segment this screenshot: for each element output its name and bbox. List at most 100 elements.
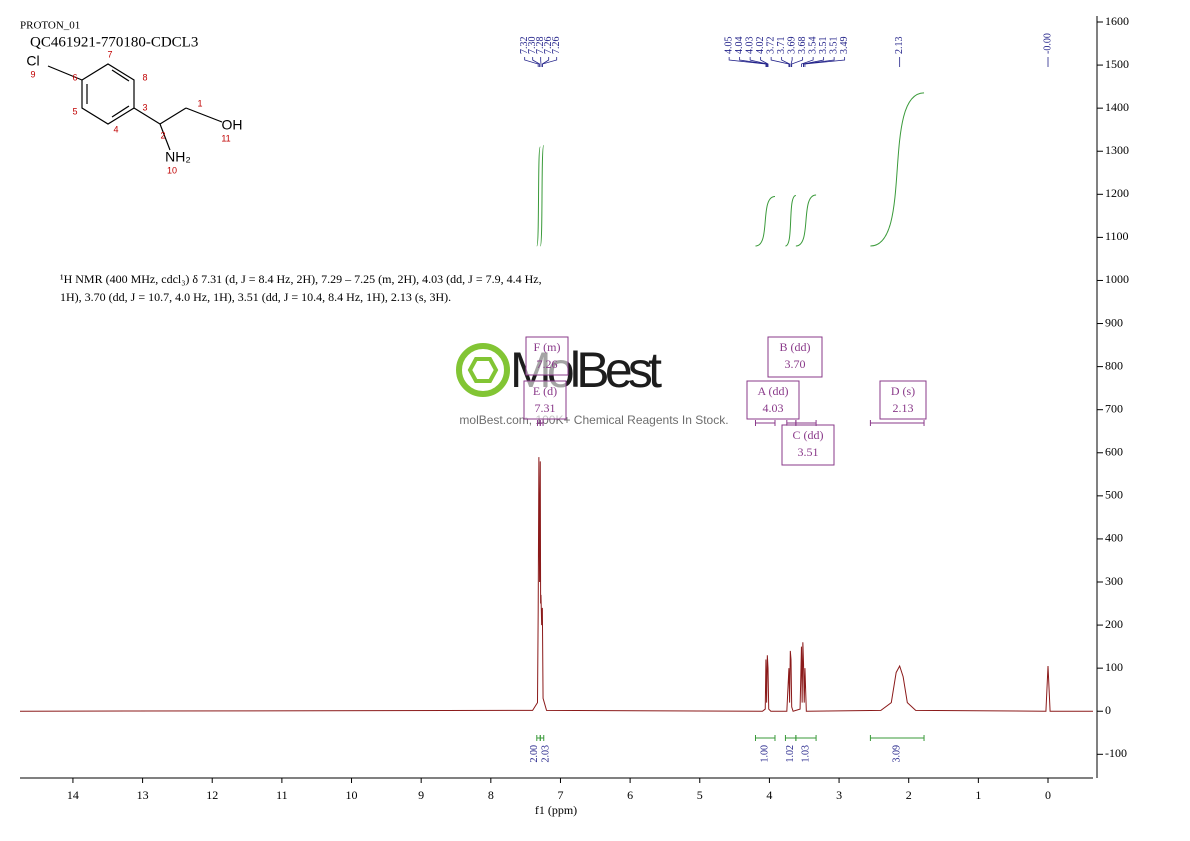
y-tick-label: -100 <box>1105 746 1127 760</box>
x-tick-label: 7 <box>557 788 563 802</box>
structure <box>47 63 223 151</box>
multiplet-range <box>754 420 776 426</box>
peak-label: 3.51 <box>818 37 829 55</box>
y-tick-label: 0 <box>1105 703 1111 717</box>
atom-label: Cl <box>26 53 39 69</box>
integral-bracket <box>539 734 545 741</box>
peak-leader <box>781 57 791 67</box>
integral-label: 2.00 <box>529 745 540 763</box>
peak-label: 4.02 <box>755 37 766 55</box>
peak-leader <box>804 57 846 67</box>
peak-leader <box>728 57 767 67</box>
multiplet-label: C (dd) <box>793 428 824 442</box>
atom-number: 3 <box>142 102 147 112</box>
bond <box>159 123 171 151</box>
peak-leader <box>791 57 804 67</box>
y-tick-label: 1400 <box>1105 100 1129 114</box>
x-tick-label: 0 <box>1045 788 1051 802</box>
logo-hex <box>467 357 499 383</box>
peak-label: 7.28 <box>535 37 546 55</box>
peak-label: 3.54 <box>807 37 818 55</box>
y-tick-label: 200 <box>1105 617 1123 631</box>
multiplet-box <box>767 336 823 378</box>
integral-curve <box>870 92 925 247</box>
atom-label: NH₂ <box>165 149 191 165</box>
multiplet-label: E (d) <box>533 384 557 398</box>
x-tick-label: 11 <box>276 788 288 802</box>
atom-number: 8 <box>142 72 147 82</box>
integral-curve <box>755 195 776 247</box>
integral-bracket <box>536 734 541 741</box>
ring <box>81 63 135 125</box>
y-tick-label: 1200 <box>1105 186 1129 200</box>
atom-number: 2 <box>160 130 165 140</box>
atom-number: 11 <box>221 133 230 143</box>
y-tick-label: 1600 <box>1105 14 1129 28</box>
multiplet-box <box>523 380 567 420</box>
y-tick-label: 1500 <box>1105 57 1129 71</box>
bond <box>133 107 161 125</box>
multiplet-shift: 3.70 <box>785 357 806 371</box>
bond <box>47 65 83 81</box>
watermark: MolBest molBest.com, 100K+ Chemical Reag… <box>456 342 729 427</box>
double-bond <box>111 105 130 118</box>
integral-label: 2.03 <box>540 745 551 763</box>
atom-number: 6 <box>72 72 77 82</box>
logo-ring <box>456 343 510 397</box>
peak-label: -0.00 <box>1042 33 1053 54</box>
integral-label: 1.03 <box>800 745 811 763</box>
x-tick-label: 1 <box>975 788 981 802</box>
x-tick-label: 13 <box>137 788 149 802</box>
peak-leader <box>801 57 814 67</box>
integral-bracket <box>784 734 797 741</box>
multiplet-shift: 7.26 <box>537 357 558 371</box>
integral-bracket <box>754 734 776 741</box>
peak-label: 7.30 <box>527 37 538 55</box>
integral-curve <box>784 194 797 247</box>
peak-leader <box>739 57 768 67</box>
peak-leader <box>541 57 550 67</box>
x-axis-label: f1 (ppm) <box>535 803 577 817</box>
integral-curve <box>536 146 541 247</box>
peak-label: 4.03 <box>744 37 755 55</box>
atom-number: 7 <box>107 49 112 59</box>
integral-label: 1.02 <box>785 745 796 763</box>
multiplet-label: D (s) <box>891 384 915 398</box>
peak-leader <box>749 57 768 67</box>
atom-number: 1 <box>197 98 202 108</box>
description-line: 1H), 3.70 (dd, J = 10.7, 4.0 Hz, 1H), 3.… <box>60 290 451 304</box>
description-line: ¹H NMR (400 MHz, cdcl₃) δ 7.31 (d, J = 8… <box>60 272 542 286</box>
y-tick-label: 100 <box>1105 660 1123 674</box>
atom-number: 5 <box>72 106 77 116</box>
peak-label: 3.51 <box>828 37 839 55</box>
y-tick-label: 600 <box>1105 445 1123 459</box>
integral-label: 1.00 <box>760 745 771 763</box>
x-tick-label: 6 <box>627 788 633 802</box>
peak-leader <box>532 57 540 67</box>
multiplet-box <box>781 424 835 466</box>
peak-label: 2.13 <box>894 37 905 55</box>
multiplet-box <box>525 336 569 376</box>
y-tick-label: 1300 <box>1105 143 1129 157</box>
watermark-slogan: molBest.com, 100K+ Chemical Reagents In … <box>459 413 728 427</box>
atom-number: 10 <box>167 165 177 175</box>
y-tick-label: 700 <box>1105 401 1123 415</box>
multiplet-box <box>879 380 927 420</box>
x-tick-label: 8 <box>488 788 494 802</box>
peak-label: 7.26 <box>543 37 554 55</box>
peak-label: 3.69 <box>786 37 797 55</box>
peak-label: 7.26 <box>551 37 562 55</box>
x-tick-label: 10 <box>346 788 358 802</box>
multiplet-shift: 3.51 <box>798 445 819 459</box>
multiplet-range <box>795 420 817 426</box>
bond <box>185 107 223 123</box>
peak-label: 7.32 <box>519 37 530 55</box>
integral-label: 3.09 <box>892 745 903 763</box>
integral-curve <box>795 194 817 247</box>
peak-leader <box>524 57 539 67</box>
peak-label: 3.71 <box>776 37 787 55</box>
atom-number: 9 <box>30 69 35 79</box>
y-tick-label: 1100 <box>1105 229 1129 243</box>
x-tick-label: 3 <box>836 788 842 802</box>
